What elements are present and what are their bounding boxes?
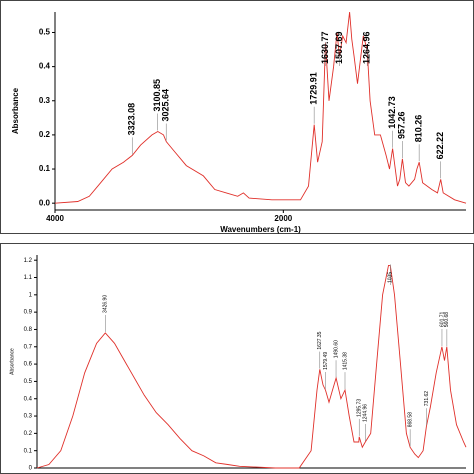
annotation-label: 1729.91 [309, 72, 319, 105]
annotation-label: 1630.77 [320, 31, 330, 64]
y-tick-label: 0.3 [24, 414, 33, 420]
annotation-label: 1264.96 [362, 31, 372, 64]
annotation-label: 560.68 [444, 312, 450, 328]
y-tick-label: 0.3 [39, 96, 51, 105]
y-tick-label: 0.5 [39, 28, 51, 37]
annotation-label: 810.26 [414, 115, 424, 143]
y-tick-label: 0 [29, 466, 33, 472]
annotation-label: 3426.90 [103, 295, 109, 313]
y-tick-label: 0.8 [24, 327, 33, 333]
panel-frame [0, 243, 474, 474]
y-tick-label: 0.9 [24, 310, 33, 316]
y-tick-label: 0.2 [39, 130, 51, 139]
y-tick-label: 1.1 [24, 275, 33, 281]
x-tick-label: 2000 [274, 214, 292, 223]
annotation-label: 957.26 [397, 111, 407, 139]
annotation-label: 1035 [388, 272, 394, 283]
annotation-label: 3100.85 [152, 79, 162, 112]
spectrum-line [54, 11, 467, 204]
x-axis-label: Wavenumbers (cm-1) [220, 225, 301, 234]
annotation-label: 731.62 [424, 391, 430, 407]
y-tick-label: 0.1 [39, 164, 51, 173]
y-tick-label: 0.0 [39, 198, 51, 207]
y-tick-label: 1 [29, 292, 33, 298]
annotation-label: 3323.08 [127, 103, 137, 136]
annotation-label: 1490.60 [333, 340, 339, 358]
annotation-label: 1627.35 [317, 331, 323, 349]
annotation-label: 3025.64 [161, 89, 171, 122]
annotation-label: 1507.69 [334, 31, 344, 64]
annotation-label: 868.58 [407, 412, 413, 428]
annotation-label: 1415.38 [342, 352, 348, 370]
y-tick-label: 1.2 [24, 258, 33, 264]
annotation-label: 622.22 [435, 132, 445, 160]
annotation-label: 1042.73 [387, 96, 397, 129]
y-tick-label: 0.4 [39, 62, 51, 71]
annotation-label: 1244.96 [363, 404, 369, 422]
x-tick-label: 4000 [46, 214, 64, 223]
y-tick-label: 0.5 [24, 379, 33, 385]
annotation-label: 601.71 [439, 311, 445, 327]
y-tick-label: 0.1 [24, 448, 33, 454]
y-tick-label: 0.2 [24, 431, 33, 437]
annotation-label: 1579.49 [323, 352, 329, 370]
y-tick-label: 0.7 [24, 344, 33, 350]
y-axis-label: Absorbance [11, 87, 20, 134]
y-axis-label: Absorbance [9, 348, 15, 375]
annotation-label: 1295.73 [357, 399, 363, 417]
y-tick-label: 0.6 [24, 362, 33, 368]
spectrum-line [36, 264, 467, 469]
y-tick-label: 0.4 [24, 396, 33, 402]
